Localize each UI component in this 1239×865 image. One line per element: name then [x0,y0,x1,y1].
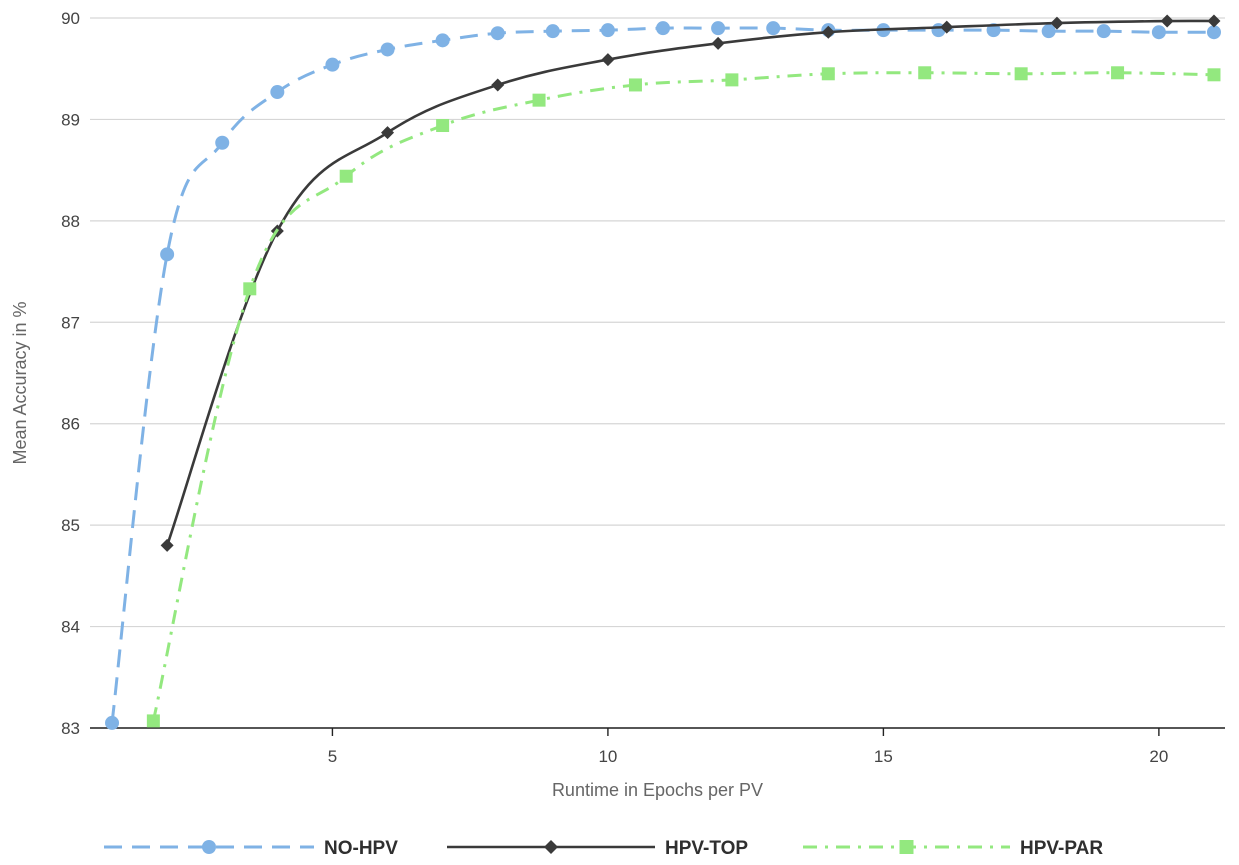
series-hpv-top [160,14,1221,552]
y-tick-label-89: 89 [61,110,80,129]
grid [90,17,1225,729]
point-no-hpv-12 [766,21,781,36]
legend-label-no-hpv: NO-HPV [324,838,398,859]
point-no-hpv-20 [1206,25,1221,40]
point-hpv-top-0 [160,538,174,552]
point-hpv-par-11 [1207,68,1221,82]
point-hpv-top-8 [1050,16,1064,30]
point-no-hpv-17 [1041,24,1056,39]
labels: 83 84 85 86 87 88 89 90 5 10 15 20 Runtime in Epochs… [10,9,1168,800]
y-tick-label-90: 90 [61,9,80,28]
legend-marker-hpv-top [544,840,558,854]
point-hpv-top-5 [711,36,725,50]
legend-marker-no-hpv [202,840,216,854]
point-hpv-par-8 [918,66,932,80]
point-hpv-par-10 [1111,66,1125,80]
x-axis-title: Runtime in Epochs per PV [552,780,763,800]
y-tick-label-86: 86 [61,415,80,434]
point-no-hpv-10 [656,21,671,36]
legend-label-hpv-top: HPV-TOP [665,838,748,859]
point-hpv-top-4 [601,53,615,67]
point-no-hpv-4 [325,57,340,72]
y-tick-label-84: 84 [61,618,80,637]
y-tick-label-87: 87 [61,313,80,332]
point-hpv-par-6 [725,73,739,87]
x-tick-label-20: 20 [1149,747,1168,766]
point-no-hpv-7 [490,26,505,41]
point-no-hpv-6 [435,33,450,48]
point-no-hpv-2 [215,135,230,150]
legend-item-hpv-par: HPV-PAR [803,838,1103,859]
point-hpv-par-3 [436,119,450,133]
x-tick-label-15: 15 [874,747,893,766]
point-hpv-top-6 [821,25,835,39]
point-no-hpv-1 [160,247,175,262]
y-axis-title: Mean Accuracy in % [10,301,30,464]
point-no-hpv-0 [105,715,120,730]
legend-item-hpv-top: HPV-TOP [447,838,748,859]
point-hpv-par-5 [628,78,642,92]
point-no-hpv-19 [1151,25,1166,40]
series-hpv-par [146,66,1221,728]
point-hpv-top-9 [1160,14,1174,28]
point-hpv-par-4 [532,93,546,107]
point-no-hpv-8 [545,24,560,39]
legend-item-no-hpv: NO-HPV [104,838,398,859]
legend: NO-HPV HPV-TOP HPV-PAR [104,838,1103,859]
series-group [105,14,1221,730]
series-no-hpv [105,21,1221,730]
legend-marker-hpv-par [899,840,914,854]
x-tick-label-5: 5 [328,747,337,766]
point-hpv-par-0 [146,714,160,728]
point-hpv-top-10 [1207,14,1221,28]
point-no-hpv-11 [711,21,726,36]
point-hpv-par-9 [1014,67,1028,81]
point-no-hpv-5 [380,42,395,57]
point-hpv-top-7 [940,20,954,34]
axes [90,727,1225,736]
point-hpv-par-7 [821,67,835,81]
x-tick-label-10: 10 [598,747,617,766]
y-tick-label-83: 83 [61,719,80,738]
series-line-no-hpv [110,26,1214,724]
y-tick-label-88: 88 [61,212,80,231]
point-no-hpv-18 [1096,24,1111,39]
point-hpv-top-3 [491,78,505,92]
point-no-hpv-3 [270,85,285,100]
y-tick-label-85: 85 [61,516,80,535]
point-no-hpv-9 [600,23,615,38]
series-line-hpv-top [165,19,1214,546]
point-hpv-par-1 [243,282,257,296]
legend-label-hpv-par: HPV-PAR [1020,838,1103,859]
series-line-hpv-par [151,71,1215,722]
point-hpv-top-2 [381,126,395,140]
point-hpv-par-2 [339,169,353,183]
